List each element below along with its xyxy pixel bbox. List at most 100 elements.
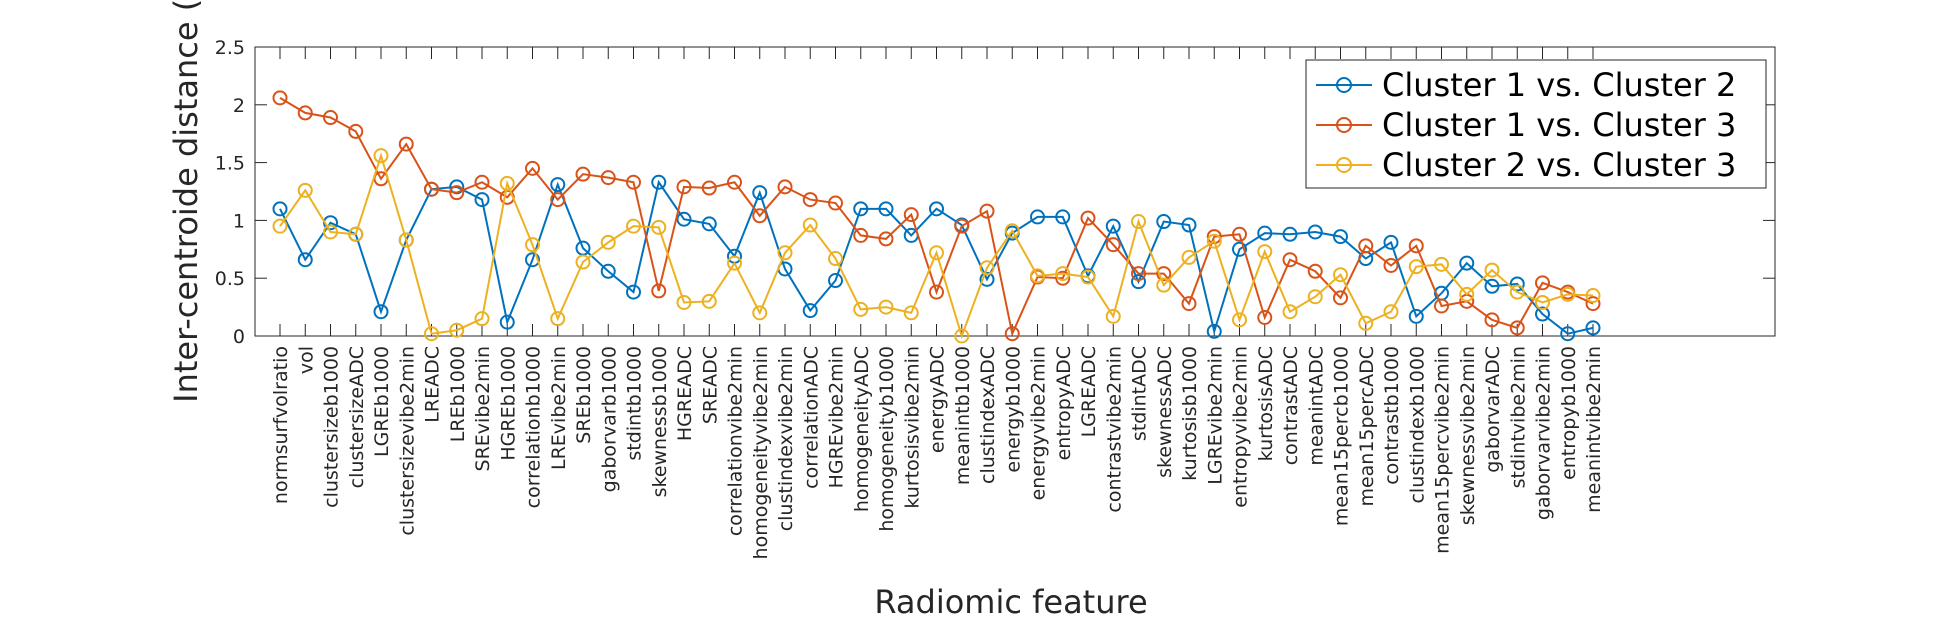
- data-point: [1333, 267, 1348, 283]
- x-tick-label: correlationvibe2min: [725, 346, 747, 536]
- data-point: [676, 179, 692, 195]
- data-point: [323, 110, 338, 126]
- x-tick-label: entropyvibe2min: [1230, 346, 1252, 508]
- x-tick-label: normsurfvolratio: [270, 346, 292, 504]
- y-axis-label: Inter-centroide distance (a: [167, 0, 205, 403]
- data-point: [929, 201, 944, 217]
- data-point: [525, 252, 540, 268]
- data-point: [828, 251, 843, 267]
- data-point: [802, 217, 818, 233]
- data-point: [550, 192, 566, 208]
- data-point: [1004, 326, 1020, 342]
- data-point: [348, 123, 364, 139]
- x-tick-label: energyb1000: [1002, 346, 1024, 473]
- data-point: [398, 136, 414, 152]
- y-tick-label: 2: [233, 95, 245, 117]
- data-point: [1156, 214, 1172, 230]
- data-point: [600, 234, 616, 250]
- data-point: [701, 293, 717, 309]
- y-tick-label: 0.5: [215, 268, 245, 290]
- data-point: [348, 226, 364, 242]
- data-point: [1535, 275, 1550, 291]
- data-point: [600, 170, 616, 186]
- data-point: [1408, 238, 1424, 254]
- y-tick-label: 0: [233, 326, 245, 348]
- data-point: [752, 185, 768, 201]
- data-point: [1257, 244, 1273, 260]
- data-point: [727, 255, 742, 271]
- data-point: [651, 283, 667, 299]
- x-tick-label: gaborvarvibe2min: [1533, 346, 1555, 520]
- data-point: [853, 201, 869, 217]
- data-point: [575, 254, 591, 270]
- data-point: [626, 284, 641, 300]
- data-point: [1560, 286, 1576, 302]
- x-tick-label: meanintvibe2min: [1583, 346, 1605, 513]
- x-tick-label: energyADC: [927, 346, 949, 453]
- x-tick-label: clustindexb1000: [1406, 346, 1428, 504]
- x-tick-label: clustersizeb1000: [321, 346, 343, 508]
- data-point: [575, 166, 591, 182]
- data-point: [550, 311, 566, 327]
- data-point: [929, 245, 944, 261]
- data-point: [499, 175, 515, 191]
- data-point: [752, 305, 768, 321]
- x-tick-label: HGREADC: [674, 346, 696, 441]
- data-point: [802, 192, 818, 208]
- series-line: [279, 152, 1594, 340]
- data-point: [1105, 308, 1121, 324]
- data-point: [1232, 312, 1247, 328]
- data-point: [701, 216, 717, 232]
- data-point: [474, 174, 490, 190]
- data-point: [1585, 288, 1601, 304]
- data-point: [954, 328, 970, 344]
- x-tick-label: homogeneityb1000: [876, 346, 898, 532]
- data-point: [651, 174, 667, 190]
- x-tick-label: skewnessADC: [1154, 346, 1176, 478]
- data-point: [1282, 252, 1298, 268]
- data-point: [1484, 278, 1500, 294]
- data-point: [1484, 262, 1500, 278]
- x-tick-label: SREADC: [699, 346, 721, 424]
- x-tick-label: entropyb1000: [1558, 346, 1580, 480]
- data-point: [1585, 296, 1601, 312]
- data-point: [1408, 259, 1424, 275]
- data-point: [1131, 266, 1146, 282]
- series-2: [272, 90, 1601, 342]
- data-point: [752, 208, 768, 224]
- x-tick-label: LGREADC: [1078, 346, 1100, 437]
- data-point: [1206, 323, 1222, 339]
- data-point: [626, 218, 641, 234]
- data-point: [525, 237, 540, 253]
- x-tick-label: HGREb1000: [497, 346, 519, 461]
- data-point: [272, 218, 288, 234]
- x-tick-label: contrastvibe2min: [1103, 346, 1125, 513]
- data-point: [1055, 266, 1071, 282]
- data-point: [449, 185, 465, 201]
- data-point: [424, 181, 439, 197]
- data-point: [878, 231, 894, 247]
- x-tick-label: SREb1000: [573, 346, 595, 444]
- x-tick-label: gaborvarADC: [1482, 346, 1504, 473]
- data-point: [828, 195, 843, 211]
- data-point: [777, 245, 793, 261]
- x-tick-label: mean15percADC: [1356, 346, 1378, 507]
- legend-item: Cluster 2 vs. Cluster 3: [1316, 146, 1736, 184]
- x-tick-label: clustersizevibe2min: [396, 346, 418, 536]
- data-point: [525, 160, 540, 176]
- data-point: [1459, 286, 1475, 302]
- series-3: [272, 148, 1601, 344]
- data-point: [1206, 233, 1222, 249]
- x-tick-label: SREvibe2min: [472, 346, 494, 471]
- x-tick-label: LGREvibe2min: [1204, 346, 1226, 485]
- x-tick-label: mean15percvibe2min: [1432, 346, 1454, 554]
- data-point: [1080, 210, 1096, 226]
- x-tick-label: correlationADC: [800, 346, 822, 489]
- x-tick-label: homogeneityvibe2min: [750, 346, 772, 559]
- data-point: [1535, 306, 1550, 322]
- data-point: [828, 273, 843, 289]
- x-tick-label: energyvibe2min: [1028, 346, 1050, 500]
- data-point: [701, 180, 717, 196]
- x-tick-label: meanintb1000: [952, 346, 974, 485]
